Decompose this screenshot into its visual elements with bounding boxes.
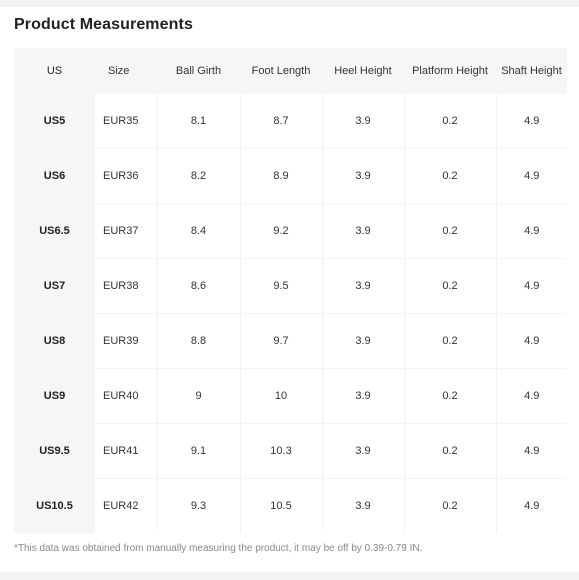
cell-us: US8: [14, 313, 95, 369]
cell-ball-girth: 8.1: [157, 94, 241, 149]
cell-platform-height: 0.2: [404, 313, 497, 369]
cell-us: US10.5: [14, 478, 95, 533]
measurements-table: US Size Ball Girth Foot Length Heel Heig…: [14, 48, 567, 533]
cell-size: EUR41: [95, 423, 158, 479]
table-row: US6 EUR36 8.2 8.9 3.9 0.2 4.9: [14, 148, 567, 204]
cell-foot-length: 9.5: [240, 258, 323, 314]
page-title: Product Measurements: [14, 16, 193, 33]
cell-size: EUR35: [95, 94, 158, 149]
cell-us: US6: [14, 148, 95, 204]
cell-foot-length: 9.2: [240, 203, 323, 259]
table-row: US8 EUR39 8.8 9.7 3.9 0.2 4.9: [14, 313, 567, 369]
cell-size: EUR42: [95, 478, 158, 533]
measurement-disclaimer: *This data was obtained from manually me…: [14, 543, 423, 554]
cell-heel-height: 3.9: [322, 94, 405, 149]
table-row: US7 EUR38 8.6 9.5 3.9 0.2 4.9: [14, 258, 567, 314]
cell-size: EUR36: [95, 148, 158, 204]
header-ball-girth: Ball Girth: [157, 48, 240, 94]
cell-us: US5: [14, 94, 95, 149]
table-header-row: US Size Ball Girth Foot Length Heel Heig…: [14, 48, 567, 94]
cell-platform-height: 0.2: [404, 368, 497, 424]
table-row: US6.5 EUR37 8.4 9.2 3.9 0.2 4.9: [14, 203, 567, 259]
cell-heel-height: 3.9: [322, 368, 405, 424]
cell-heel-height: 3.9: [322, 313, 405, 369]
cell-ball-girth: 8.2: [157, 148, 241, 204]
cell-shaft-height: 4.9: [496, 148, 567, 204]
cell-ball-girth: 8.8: [157, 313, 241, 369]
cell-shaft-height: 4.9: [496, 368, 567, 424]
top-divider: [0, 0, 579, 7]
cell-size: EUR39: [95, 313, 158, 369]
bottom-divider: [0, 572, 579, 580]
cell-size: EUR37: [95, 203, 158, 259]
cell-platform-height: 0.2: [404, 203, 497, 259]
cell-platform-height: 0.2: [404, 423, 497, 479]
cell-shaft-height: 4.9: [496, 94, 567, 149]
cell-shaft-height: 4.9: [496, 258, 567, 314]
table-row: US5 EUR35 8.1 8.7 3.9 0.2 4.9: [14, 94, 567, 149]
cell-platform-height: 0.2: [404, 258, 497, 314]
cell-ball-girth: 8.4: [157, 203, 241, 259]
cell-us: US9: [14, 368, 95, 424]
cell-heel-height: 3.9: [322, 203, 405, 259]
cell-foot-length: 9.7: [240, 313, 323, 369]
cell-us: US7: [14, 258, 95, 314]
cell-foot-length: 8.7: [240, 94, 323, 149]
table-row: US9.5 EUR41 9.1 10.3 3.9 0.2 4.9: [14, 423, 567, 479]
cell-shaft-height: 4.9: [524, 500, 540, 512]
table-row: US9 EUR40 9 10 3.9 0.2 4.9: [14, 368, 567, 424]
cell-foot-length: 10: [240, 368, 323, 424]
cell-us: US9.5: [14, 423, 95, 479]
cell-heel-height: 3.9: [322, 148, 405, 204]
cell-platform-height: 0.2: [404, 94, 497, 149]
header-heel-height: Heel Height: [322, 48, 404, 94]
cell-foot-length: 10.3: [240, 423, 323, 479]
cell-ball-girth: 9.1: [157, 423, 241, 479]
cell-shaft-height: 4.9: [496, 313, 567, 369]
cell-size: EUR40: [95, 368, 158, 424]
header-size: Size: [95, 48, 157, 94]
cell-platform-height: 0.2: [404, 148, 497, 204]
header-foot-length: Foot Length: [240, 48, 322, 94]
cell-platform-height: 0.2: [404, 478, 497, 533]
header-shaft-height: Shaft Height: [496, 48, 567, 94]
table-row: US10.5 EUR42 9.3 10.5 3.9 0.2 4.9: [14, 478, 567, 533]
header-platform-height: Platform Height: [404, 48, 496, 94]
cell-shaft-height: 4.9: [496, 203, 567, 259]
cell-heel-height: 3.9: [322, 478, 405, 533]
cell-us: US6.5: [14, 203, 95, 259]
cell-heel-height: 3.9: [322, 258, 405, 314]
cell-shaft-height: 4.9: [496, 423, 567, 479]
cell-size: EUR38: [95, 258, 158, 314]
cell-ball-girth: 9: [157, 368, 241, 424]
cell-ball-girth: 9.3: [157, 478, 241, 533]
header-us: US: [14, 48, 95, 94]
cell-foot-length: 10.5: [240, 478, 323, 533]
cell-heel-height: 3.9: [322, 423, 405, 479]
cell-foot-length: 8.9: [240, 148, 323, 204]
cell-ball-girth: 8.6: [157, 258, 241, 314]
